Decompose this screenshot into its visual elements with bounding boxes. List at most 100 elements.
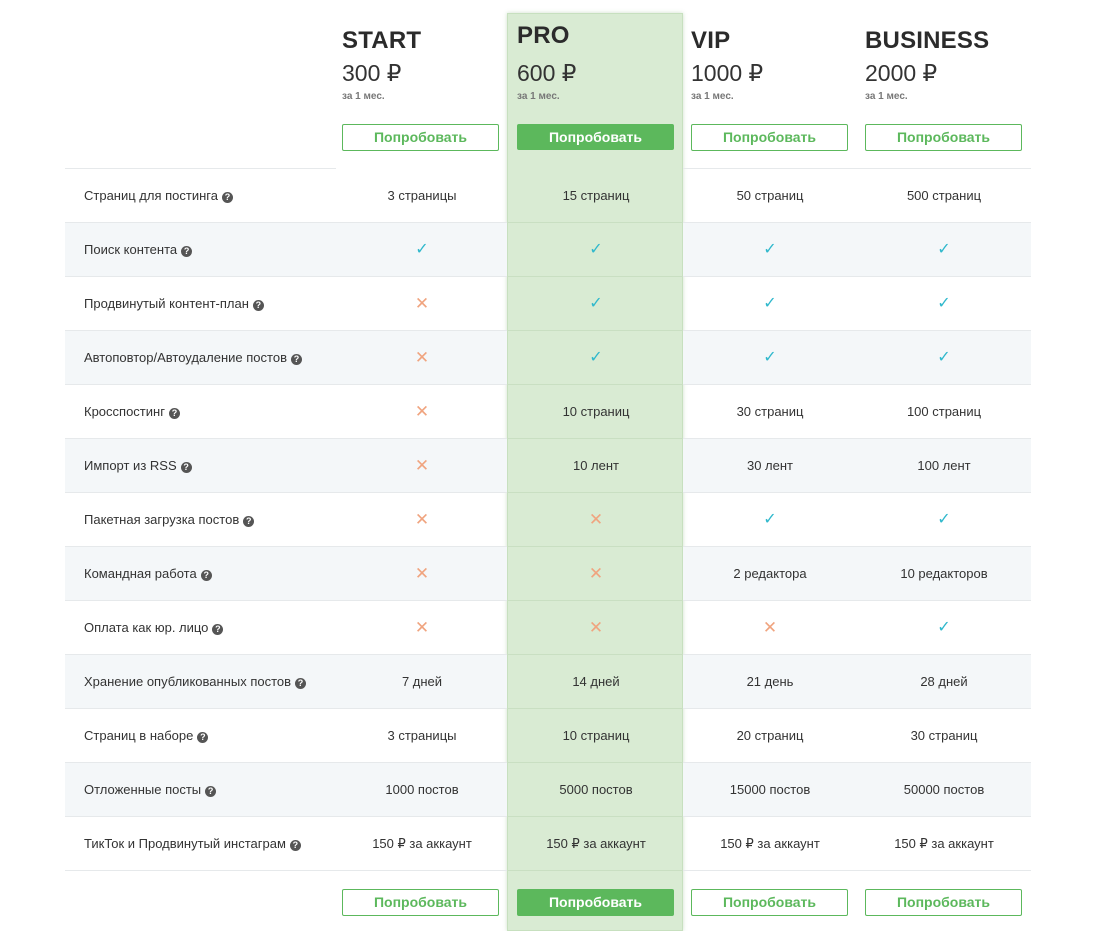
table-row: Импорт из RSS? ✕ 10 лент 30 лент 100 лент	[65, 439, 1031, 493]
plan-name-vip: VIP	[691, 27, 731, 54]
cell-value: 15 страниц	[562, 188, 630, 203]
question-circle-icon[interactable]: ?	[212, 624, 224, 635]
row-divider	[507, 654, 683, 655]
feature-label-text: Пакетная загрузка постов	[84, 512, 240, 527]
table-cell: 10 страниц	[509, 385, 683, 439]
cell-value: 28 дней	[920, 674, 968, 689]
table-cell: 28 дней	[857, 655, 1031, 709]
feature-label: Продвинутый контент-план?	[84, 277, 264, 331]
check-icon: ✓	[763, 511, 777, 528]
cell-value: 150 ₽ за аккаунт	[894, 836, 994, 851]
question-circle-icon[interactable]: ?	[289, 840, 301, 851]
table-row: Хранение опубликованных постов? 7 дней 14 …	[65, 655, 1031, 709]
cell-value: 100 страниц	[906, 404, 982, 419]
cell-value: 3 страницы	[387, 728, 457, 743]
table-cell: ✓	[509, 331, 683, 385]
table-cell: ✕	[335, 493, 509, 547]
row-divider	[683, 870, 1031, 871]
question-circle-icon[interactable]: ?	[290, 354, 302, 365]
row-background	[65, 439, 507, 493]
row-divider	[65, 654, 507, 655]
check-icon: ✓	[763, 349, 777, 366]
divider	[65, 168, 336, 169]
question-circle-icon[interactable]: ?	[168, 408, 180, 419]
feature-label-text: Командная работа	[84, 566, 197, 581]
table-cell: 14 дней	[509, 655, 683, 709]
cell-value: 21 день	[746, 674, 794, 689]
feature-label-text: Отложенные посты	[84, 782, 202, 797]
question-circle-icon[interactable]: ?	[243, 516, 255, 527]
row-background	[683, 223, 1031, 277]
table-cell: ✕	[683, 601, 857, 655]
row-divider	[683, 600, 1031, 601]
table-cell: 3 страницы	[335, 169, 509, 223]
cell-value: 1000 постов	[385, 782, 459, 797]
row-background	[65, 331, 507, 385]
check-icon: ✓	[937, 295, 951, 312]
check-icon: ✓	[589, 241, 603, 258]
table-cell: ✓	[683, 277, 857, 331]
row-divider	[683, 708, 1031, 709]
cell-value: 100 лент	[917, 458, 971, 473]
try-button-pro[interactable]: Попробовать	[517, 124, 674, 150]
question-circle-icon[interactable]: ?	[181, 246, 193, 257]
table-cell: ✕	[335, 439, 509, 493]
question-circle-icon[interactable]: ?	[252, 300, 264, 311]
table-row: Поиск контента? ✓ ✓ ✓ ✓	[65, 223, 1031, 277]
try-button-bottom-vip[interactable]: Попробовать	[691, 889, 848, 916]
row-divider	[683, 438, 1031, 439]
row-divider	[507, 762, 683, 763]
try-button-bottom-business[interactable]: Попробовать	[865, 889, 1022, 916]
try-button-bottom-pro[interactable]: Попробовать	[517, 889, 674, 916]
question-circle-icon[interactable]: ?	[295, 678, 307, 689]
question-circle-icon[interactable]: ?	[200, 570, 212, 581]
question-circle-icon[interactable]: ?	[221, 192, 233, 203]
row-divider	[683, 222, 1031, 223]
try-button-start[interactable]: Попробовать	[342, 124, 499, 151]
question-circle-icon[interactable]: ?	[197, 732, 209, 743]
try-button-vip[interactable]: Попробовать	[691, 124, 848, 151]
row-divider	[65, 870, 507, 871]
table-cell: 1000 постов	[335, 763, 509, 817]
cell-value: 3 страницы	[387, 188, 457, 203]
row-divider	[507, 330, 683, 331]
row-divider	[507, 276, 683, 277]
try-button-bottom-start[interactable]: Попробовать	[342, 889, 499, 916]
table-cell: 150 ₽ за аккаунт	[335, 817, 509, 871]
table-row: Автоповтор/Автоудаление постов? ✕ ✓ ✓ ✓	[65, 331, 1031, 385]
row-divider	[65, 708, 507, 709]
feature-label-text: Кросспостинг	[84, 404, 165, 419]
cell-value: 5000 постов	[559, 782, 633, 797]
feature-label-text: Импорт из RSS	[84, 458, 177, 473]
table-cell: 10 лент	[509, 439, 683, 493]
table-cell: ✓	[857, 601, 1031, 655]
feature-label-text: Поиск контента	[84, 242, 178, 257]
feature-label: Командная работа?	[84, 547, 212, 601]
feature-label-text: Хранение опубликованных постов	[84, 674, 292, 689]
try-button-business[interactable]: Попробовать	[865, 124, 1022, 151]
plan-price: 600 ₽	[517, 60, 577, 86]
plan-name-business: BUSINESS	[865, 27, 990, 54]
cell-value: 14 дней	[572, 674, 620, 689]
question-circle-icon[interactable]: ?	[180, 462, 192, 473]
table-row: ТикТок и Продвинутый инстаграм? 150 ₽ за …	[65, 817, 1031, 871]
table-cell: 2 редактора	[683, 547, 857, 601]
feature-label: Импорт из RSS?	[84, 439, 192, 493]
table-cell: ✕	[335, 385, 509, 439]
cross-icon: ✕	[414, 510, 430, 529]
row-divider	[507, 384, 683, 385]
table-cell: ✓	[857, 493, 1031, 547]
feature-label: Пакетная загрузка постов?	[84, 493, 255, 547]
row-divider	[65, 276, 507, 277]
check-icon: ✓	[415, 241, 429, 258]
cell-value: 7 дней	[401, 674, 443, 689]
check-icon: ✓	[937, 349, 951, 366]
table-row: Страниц в наборе? 3 страницы 10 страниц 20 …	[65, 709, 1031, 763]
table-cell: ✕	[335, 331, 509, 385]
table-cell: 5000 постов	[509, 763, 683, 817]
question-circle-icon[interactable]: ?	[205, 786, 217, 797]
table-cell: ✕	[335, 601, 509, 655]
row-background	[683, 763, 1031, 817]
table-cell: ✓	[509, 277, 683, 331]
pro-column-highlight	[507, 13, 683, 931]
